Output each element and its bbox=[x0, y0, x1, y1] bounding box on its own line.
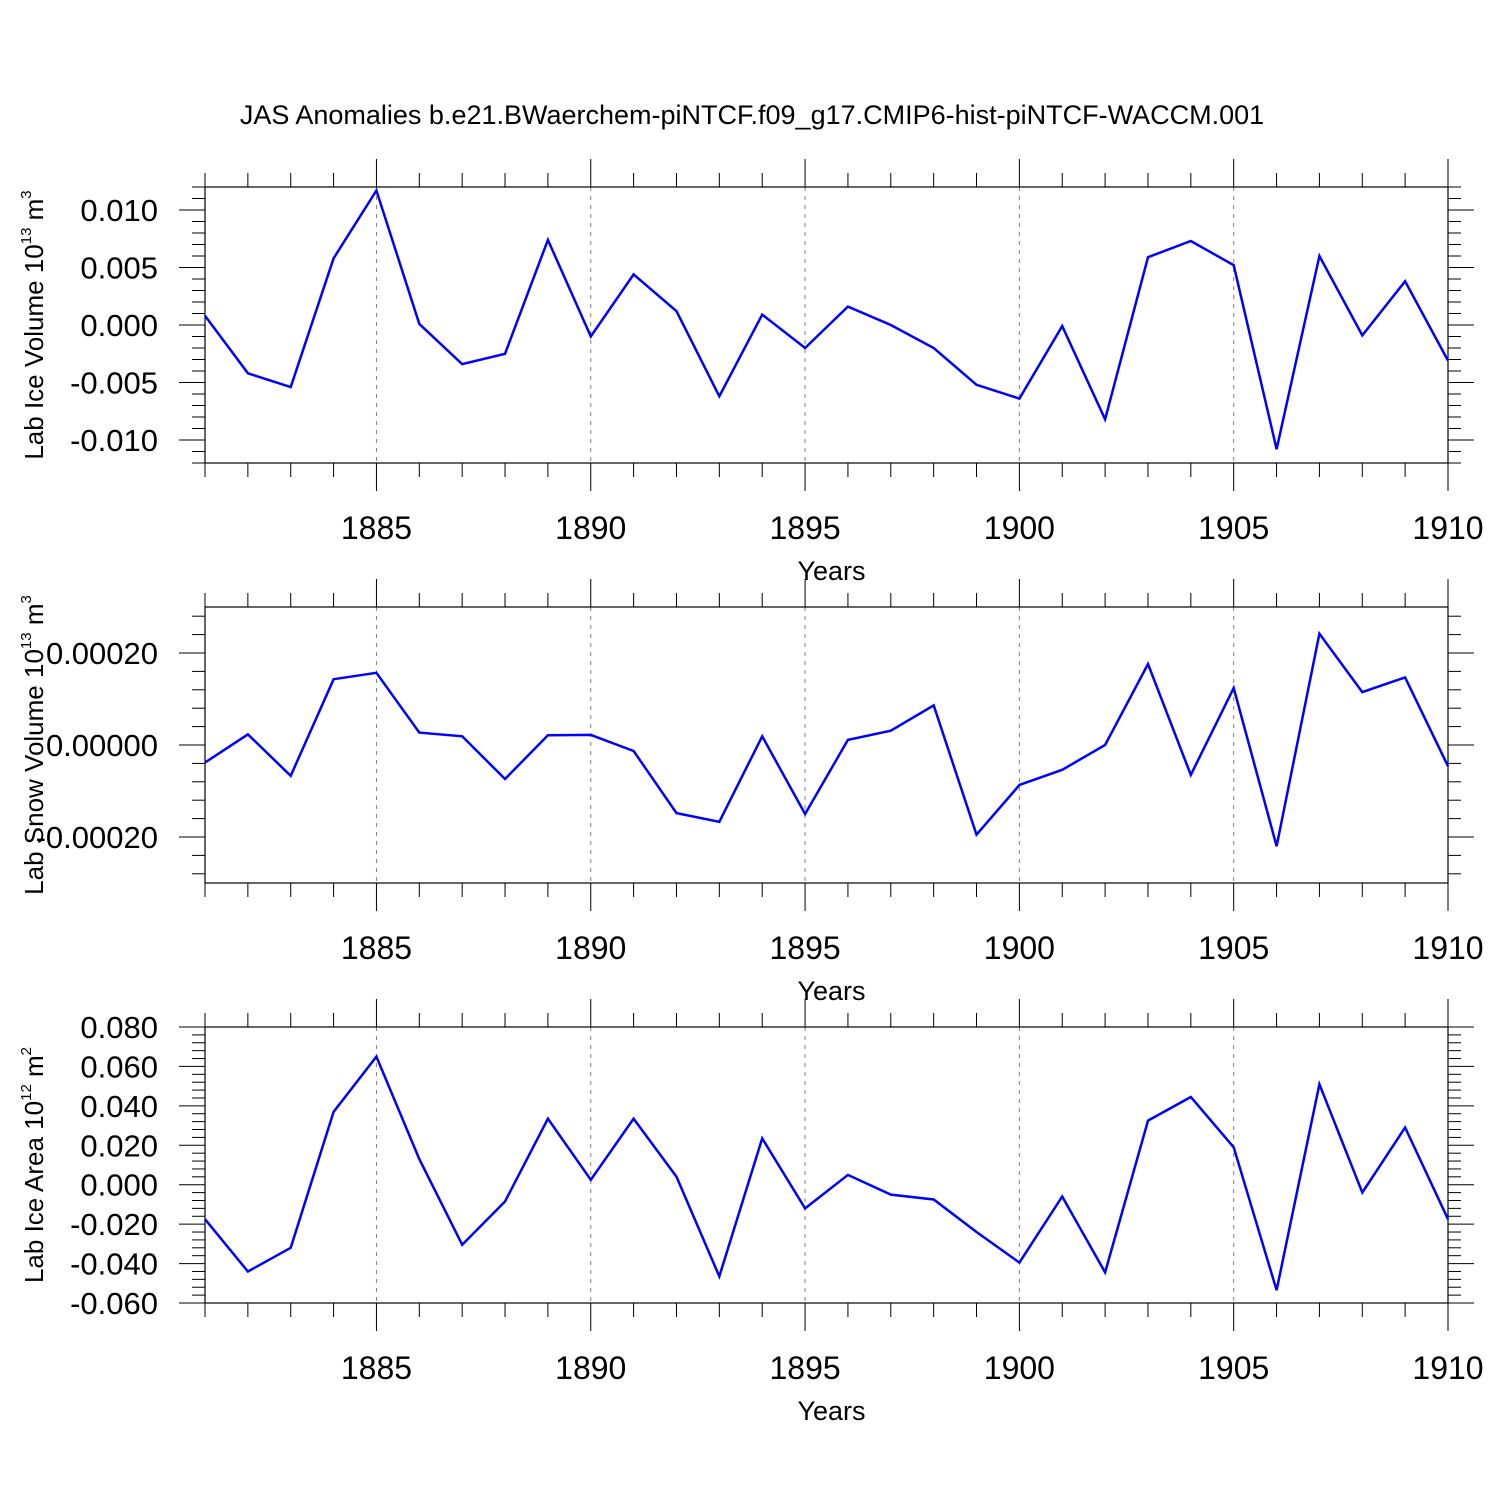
y-axis-label-ylabel-unit-exp: 2 bbox=[18, 1047, 35, 1055]
y-axis-label-ylabel-exp: 13 bbox=[18, 228, 35, 245]
y-axis-label-ylabel-unit: m bbox=[19, 199, 49, 228]
y-tick-label: -0.020 bbox=[70, 1207, 158, 1242]
plot-frame bbox=[204, 1026, 1449, 1304]
plot-frame bbox=[204, 186, 1449, 464]
panel-ice-volume: 1885 1890 1895 1900 1905 1910 Years -0.010 -0.00… bbox=[18, 159, 1484, 586]
y-axis-label-ylabel-unit: m bbox=[19, 1055, 49, 1084]
x-tick-label: 1890 bbox=[555, 1350, 626, 1386]
y-axis-label-ylabel-unit-exp: 3 bbox=[18, 190, 35, 198]
x-tick-label: 1895 bbox=[769, 510, 840, 546]
y-tick-label: 0.080 bbox=[80, 1010, 158, 1045]
y-tick-label: 0.00000 bbox=[46, 728, 158, 763]
y-tick-label: -0.005 bbox=[70, 366, 158, 401]
x-tick-label: 1890 bbox=[555, 930, 626, 966]
x-tick-label: 1900 bbox=[984, 930, 1055, 966]
x-tick-label: 1885 bbox=[341, 930, 412, 966]
y-tick-label: 0.00020 bbox=[46, 636, 158, 671]
y-axis-label: Lab Snow Volume 1013 m3 bbox=[18, 595, 49, 895]
x-tick-label: 1885 bbox=[341, 1350, 412, 1386]
y-tick-label: -0.060 bbox=[70, 1286, 158, 1321]
y-tick-label: -0.010 bbox=[70, 423, 158, 458]
x-tick-label: 1890 bbox=[555, 510, 626, 546]
y-axis-label: Lab Ice Area 1012 m2 bbox=[18, 1047, 49, 1283]
x-tick-label: 1900 bbox=[984, 1350, 1055, 1386]
y-tick-label: 0.010 bbox=[80, 193, 158, 228]
y-tick-label: -0.040 bbox=[70, 1247, 158, 1282]
panel-snow-volume: 1885 1890 1895 1900 1905 1910 Years -0.00020 0.0… bbox=[18, 579, 1484, 1006]
y-axis-label: Lab Ice Volume 1013 m3 bbox=[18, 190, 49, 459]
x-tick-label: 1910 bbox=[1412, 1350, 1483, 1386]
y-tick-label: 0.005 bbox=[80, 251, 158, 286]
x-tick-label: 1895 bbox=[769, 930, 840, 966]
y-axis-label-ylabel: Lab Snow Volume 10 bbox=[19, 649, 49, 895]
y-axis-label-ylabel-exp: 13 bbox=[18, 632, 35, 649]
x-tick-label: 1885 bbox=[341, 510, 412, 546]
y-tick-label: 0.060 bbox=[80, 1049, 158, 1084]
y-axis-label-ylabel-exp: 12 bbox=[18, 1084, 35, 1101]
panel-ice-area: 1885 1890 1895 1900 1905 1910 Years -0.060 -0.04… bbox=[18, 999, 1484, 1426]
chart-title: JAS Anomalies b.e21.BWaerchem-piNTCF.f09… bbox=[240, 100, 1264, 130]
y-axis-label-ylabel: Lab Ice Volume 10 bbox=[19, 244, 49, 459]
y-tick-label: 0.020 bbox=[80, 1128, 158, 1163]
series-line-lab-snow-volume bbox=[204, 630, 1450, 847]
x-tick-label: 1900 bbox=[984, 510, 1055, 546]
series-line-lab-ice-area bbox=[204, 1054, 1450, 1291]
y-tick-label: -0.00020 bbox=[36, 820, 158, 855]
series-line-lab-ice-volume bbox=[203, 187, 1450, 450]
x-tick-label: 1895 bbox=[769, 1350, 840, 1386]
x-axis-label: Years bbox=[797, 976, 865, 1006]
y-tick-label: 0.000 bbox=[80, 308, 158, 343]
x-tick-label: 1905 bbox=[1198, 930, 1269, 966]
y-axis-label-ylabel: Lab Ice Area 10 bbox=[19, 1101, 49, 1283]
x-axis-label: Years bbox=[797, 1396, 865, 1426]
y-axis-label-ylabel-unit-exp: 3 bbox=[18, 595, 35, 603]
y-tick-label: 0.040 bbox=[80, 1089, 158, 1124]
x-tick-label: 1905 bbox=[1198, 1350, 1269, 1386]
x-tick-label: 1905 bbox=[1198, 510, 1269, 546]
plot-frame bbox=[204, 606, 1449, 884]
x-tick-label: 1910 bbox=[1412, 930, 1483, 966]
x-axis-label: Years bbox=[797, 556, 865, 586]
y-tick-label: 0.000 bbox=[80, 1168, 158, 1203]
y-axis-label-ylabel-unit: m bbox=[19, 604, 49, 633]
x-tick-label: 1910 bbox=[1412, 510, 1483, 546]
